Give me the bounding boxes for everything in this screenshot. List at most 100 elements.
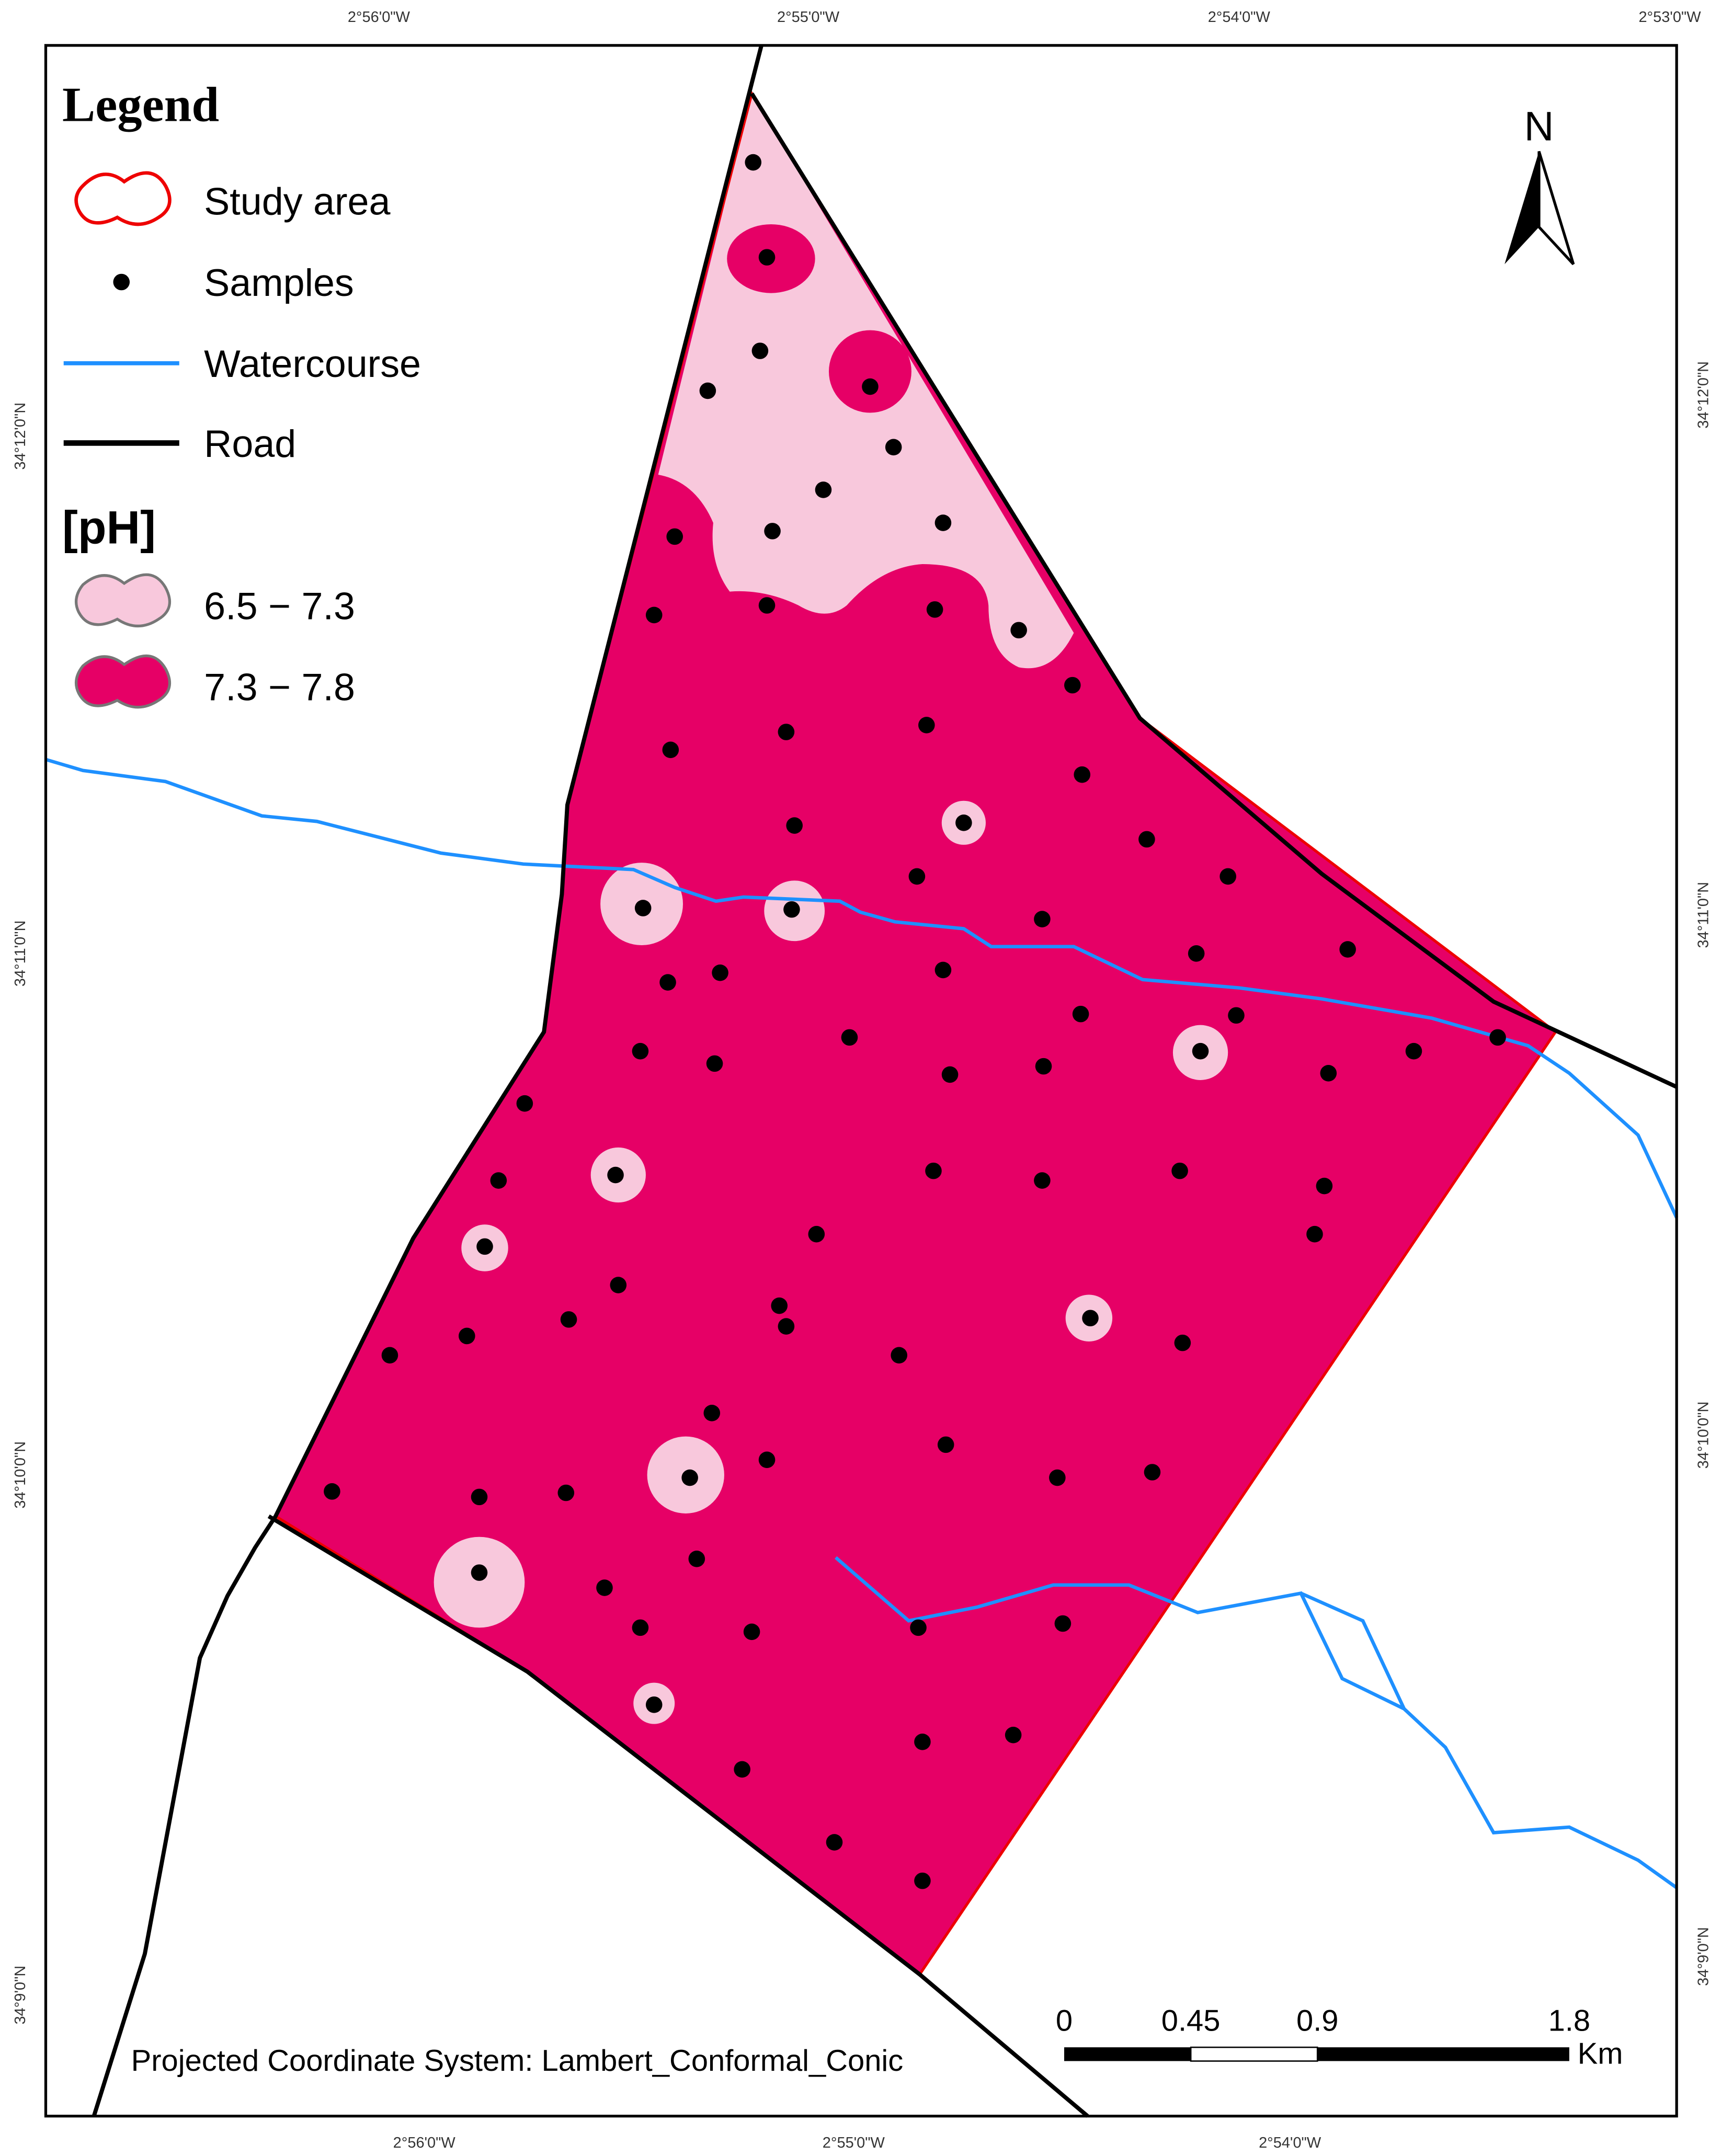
sample-point [471, 1564, 488, 1581]
coordinate-label: 34°11'0"N [1695, 882, 1712, 948]
legend-label: Samples [204, 261, 354, 304]
sample-point [1034, 1172, 1051, 1189]
sample-point [743, 1623, 760, 1641]
sample-point [645, 606, 663, 624]
sample-point [914, 1872, 931, 1889]
sample-point [914, 1734, 931, 1750]
watercourse [834, 1556, 1678, 1889]
sample-point [910, 1619, 927, 1636]
sample-point [934, 961, 952, 979]
sample-point [1219, 868, 1236, 885]
road [92, 44, 763, 2117]
sample-point [666, 528, 683, 545]
sample-point [955, 815, 972, 831]
sample-point [476, 1238, 493, 1255]
sample-point [918, 717, 935, 733]
sample-point [1010, 622, 1027, 639]
north-label: N [1524, 103, 1554, 149]
coordinate-label: 2°54'0"W [1259, 2135, 1321, 2151]
coordinate-label: 34°9'0"N [1695, 1927, 1712, 1986]
road [267, 1514, 1089, 2118]
scale-bar [1064, 2047, 1191, 2061]
sample-point [1188, 945, 1205, 962]
sample-point [1228, 1007, 1245, 1024]
sample-point [1320, 1064, 1337, 1082]
sample-point [1306, 1225, 1323, 1243]
north-arrow [1537, 151, 1575, 266]
sample-point [560, 1311, 577, 1328]
scale-bar [1190, 2046, 1318, 2062]
sample-point [596, 1579, 613, 1596]
coordinate-label: 34°10'0"N [12, 1441, 29, 1509]
sample-point [610, 1277, 627, 1293]
scale-label: 0 [1056, 2004, 1073, 2038]
north-arrow [1505, 151, 1539, 265]
sample-point [1405, 1042, 1422, 1060]
coordinate-label: 34°11'0"N [12, 921, 29, 987]
sample-point [706, 1055, 723, 1072]
ph-title: [pH] [62, 501, 156, 554]
sample-point [1339, 941, 1356, 958]
sample-point [607, 1166, 624, 1184]
sample-point [632, 1619, 649, 1636]
coordinate-label: 2°54'0"W [1208, 9, 1271, 26]
sample-point [758, 1451, 776, 1469]
sample-point [764, 523, 781, 540]
sample-point [1489, 1029, 1506, 1046]
sample-point [634, 900, 652, 916]
ph-zone-high [828, 330, 911, 413]
sample-point [941, 1066, 959, 1083]
sample-point [783, 901, 800, 918]
sample-point [681, 1469, 698, 1486]
scale-bar [1317, 2047, 1569, 2061]
sample-point [703, 1405, 721, 1421]
sample-point [908, 868, 926, 885]
sample-point [659, 974, 676, 991]
watercourse [45, 758, 1679, 1219]
study-area-icon [74, 171, 172, 226]
sample-icon [113, 273, 130, 291]
sample-point [516, 1095, 533, 1112]
sample-point [934, 514, 952, 531]
sample-point [1082, 1310, 1099, 1327]
sample-point [778, 724, 795, 740]
sample-point [1316, 1177, 1333, 1195]
sample-point [645, 1696, 663, 1713]
coordinate-label: 2°55'0"W [777, 9, 840, 26]
ph-class-label: 7.3 − 7.8 [204, 666, 355, 709]
projection: Projected Coordinate System: Lambert_Con… [131, 2044, 904, 2078]
sample-point [885, 439, 902, 456]
sample-point [862, 378, 879, 395]
sample-point [758, 597, 776, 614]
sample-point [1034, 911, 1051, 927]
sample-point [1144, 1464, 1161, 1481]
ph-class-icon [74, 573, 171, 628]
sample-point [926, 601, 943, 618]
sample-point [712, 964, 728, 981]
ph-class-icon [74, 654, 171, 709]
sample-point [771, 1297, 788, 1314]
ph-zone-low [434, 1536, 525, 1628]
sample-point [745, 154, 762, 171]
map-layers [45, 44, 1679, 2118]
road [750, 92, 1678, 1089]
sample-point [751, 342, 769, 359]
legend-label: Study area [204, 180, 390, 223]
coordinate-label: 2°55'0"W [823, 2135, 885, 2151]
scale-unit: Km [1578, 2037, 1623, 2071]
sample-point [734, 1761, 750, 1778]
sample-point [688, 1551, 705, 1567]
sample-point [925, 1162, 942, 1179]
sample-point [1005, 1726, 1022, 1744]
coordinate-label: 34°12'0"N [1695, 361, 1712, 429]
sample-point [1064, 676, 1081, 694]
sample-point [557, 1484, 575, 1501]
coordinate-label: 34°12'0"N [12, 403, 29, 470]
sample-point [758, 249, 776, 266]
scale-label: 1.8 [1548, 2004, 1590, 2038]
sample-point [1035, 1058, 1052, 1075]
legend-label: Watercourse [204, 342, 421, 385]
sample-point [1074, 766, 1091, 783]
sample-point [1054, 1615, 1072, 1632]
